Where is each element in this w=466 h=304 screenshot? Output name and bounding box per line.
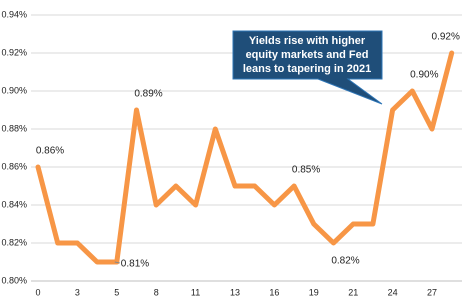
x-tick-label: 0: [35, 287, 40, 297]
y-tick-label: 0.86%: [1, 161, 27, 171]
y-tick-label: 0.90%: [1, 85, 27, 95]
annotation: Yields rise with higher equity markets an…: [232, 30, 383, 105]
y-tick-label: 0.80%: [1, 275, 27, 285]
x-tick-label: 13: [230, 287, 240, 297]
data-label: 0.85%: [292, 165, 320, 176]
y-tick-label: 0.84%: [1, 199, 27, 209]
y-tick-label: 0.82%: [1, 237, 27, 247]
x-tick-label: 5: [114, 287, 119, 297]
data-label: 0.81%: [121, 259, 149, 270]
x-tick-label: 16: [269, 287, 279, 297]
x-tick-label: 8: [154, 287, 159, 297]
data-label: 0.86%: [36, 146, 64, 157]
x-tick-label: 11: [191, 287, 200, 297]
annotation-line: leans to tapering in 2021: [243, 63, 371, 75]
data-line: [35, 50, 455, 265]
annotation-line: equity markets and Fed: [246, 49, 369, 61]
x-tick-label: 24: [388, 287, 398, 297]
x-tick-label: 27: [427, 287, 437, 297]
annotation-line: Yields rise with higher: [249, 35, 366, 47]
y-tick-label: 0.88%: [1, 123, 27, 133]
leader-line: [114, 261, 120, 264]
y-tick-label: 0.92%: [1, 47, 27, 57]
x-tick-label: 21: [348, 287, 358, 297]
y-tick-label: 0.94%: [1, 9, 27, 19]
data-label: 0.89%: [134, 89, 162, 100]
data-label: 0.82%: [331, 256, 359, 267]
callout-box: [232, 30, 383, 105]
data-label: 0.90%: [410, 70, 438, 81]
data-label: 0.92%: [432, 32, 460, 43]
x-tick-label: 19: [309, 287, 319, 297]
x-tick-label: 3: [75, 287, 80, 297]
